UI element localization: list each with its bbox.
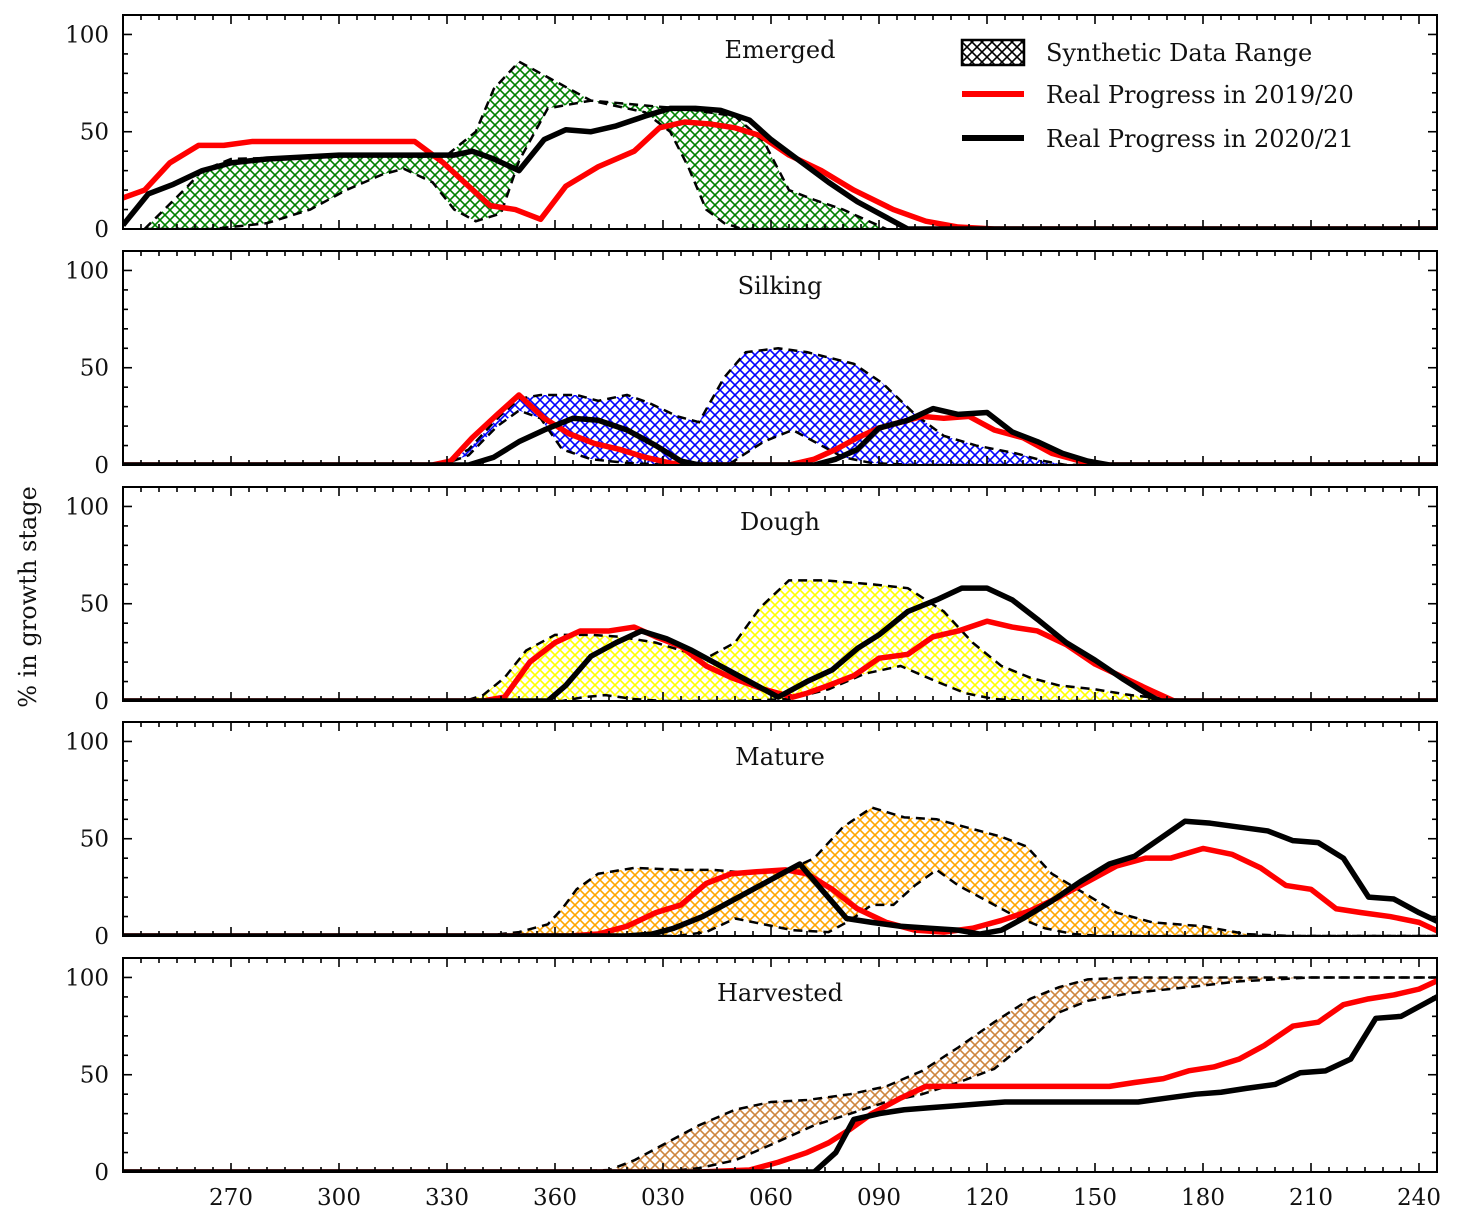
y-tick-label: 0	[94, 689, 109, 715]
y-tick-label: 50	[80, 356, 109, 382]
panel-title: Emerged	[725, 36, 836, 64]
x-tick-label: 240	[1397, 1185, 1441, 1211]
legend-label-synthetic: Synthetic Data Range	[1046, 39, 1312, 67]
x-tick-label: 210	[1289, 1185, 1333, 1211]
plot-area	[123, 806, 1437, 936]
y-tick-label: 100	[65, 22, 109, 48]
legend-label-2019: Real Progress in 2019/20	[1046, 81, 1354, 109]
legend-label-2020: Real Progress in 2020/21	[1046, 125, 1354, 153]
panel-mature: 0 50 100 Mature	[65, 721, 1438, 950]
panel-silking: 0 50 100 Silking	[65, 250, 1438, 479]
band-upper-edge	[123, 806, 1437, 936]
series-2020-21	[123, 405, 1437, 465]
panel-dough: 0 50 100 Dough	[65, 486, 1438, 715]
panel-harvested: 0 50 100 Harvested 270 300 330 360 030 060 090 120 1…	[65, 957, 1441, 1211]
axes-frame	[122, 486, 1438, 702]
y-tick-label: 50	[80, 827, 109, 853]
x-tick-label: 270	[209, 1185, 253, 1211]
x-tick-label: 180	[1181, 1185, 1225, 1211]
x-tick-label: 300	[317, 1185, 361, 1211]
band-upper-edge	[123, 347, 1437, 465]
synthetic-range-band	[123, 348, 1437, 465]
axes-frame	[122, 14, 1438, 230]
y-tick-label: 100	[65, 729, 109, 755]
x-tick-label: 120	[965, 1185, 1009, 1211]
y-axis-label: % in growth stage	[14, 486, 42, 708]
series-2020-21	[123, 105, 1437, 229]
y-tick-label: 0	[94, 1160, 109, 1186]
y-tick-label: 50	[80, 1063, 109, 1089]
panel-emerged: 0 50 100 Emerged	[65, 14, 1438, 243]
band-lower-edge	[123, 664, 1437, 701]
series-2020-21	[123, 993, 1437, 1172]
x-tick-label: 150	[1073, 1185, 1117, 1211]
x-tick-label: 060	[749, 1185, 793, 1211]
panel-title: Dough	[740, 508, 820, 536]
y-tick-label: 50	[80, 592, 109, 618]
x-tick-label: 090	[857, 1185, 901, 1211]
series-2019-20	[123, 392, 1437, 465]
plot-area	[123, 579, 1437, 701]
series-2019-20	[123, 845, 1437, 936]
chart-panels: 0 50 100 Emerged 0 50 100 Silking 0 50 100 Dough 0 50…	[65, 14, 1441, 1211]
y-tick-label: 100	[65, 494, 109, 520]
plot-area	[123, 976, 1437, 1172]
y-tick-label: 100	[65, 258, 109, 284]
panel-title: Mature	[735, 743, 825, 771]
axes-frame	[122, 957, 1438, 1173]
band-upper-edge	[123, 976, 1437, 1172]
y-tick-label: 50	[80, 120, 109, 146]
band-lower-edge	[144, 99, 887, 229]
plot-area	[123, 60, 1437, 229]
series-2020-21	[123, 585, 1437, 701]
series-2020-21	[123, 818, 1437, 936]
y-tick-label: 0	[94, 217, 109, 243]
synthetic-range-band	[123, 977, 1437, 1172]
band-upper-edge	[123, 579, 1437, 701]
axes-frame	[122, 721, 1438, 937]
plot-area	[123, 347, 1437, 465]
synthetic-range-band	[144, 61, 887, 229]
x-tick-label: 330	[425, 1185, 469, 1211]
band-lower-edge	[123, 868, 1437, 936]
axes-frame	[122, 250, 1438, 466]
y-tick-label: 100	[65, 965, 109, 991]
legend: Synthetic Data Range Real Progress in 20…	[960, 38, 1354, 153]
panel-title: Silking	[738, 272, 823, 300]
y-tick-label: 0	[94, 453, 109, 479]
series-2019-20	[123, 119, 1437, 229]
legend-swatch-hatch	[960, 38, 1026, 67]
synthetic-range-band	[123, 580, 1437, 701]
series-2019-20	[123, 977, 1437, 1172]
panel-title: Harvested	[717, 979, 843, 1007]
y-tick-label: 0	[94, 924, 109, 950]
x-tick-label: 360	[533, 1185, 577, 1211]
x-tick-label: 030	[641, 1185, 685, 1211]
